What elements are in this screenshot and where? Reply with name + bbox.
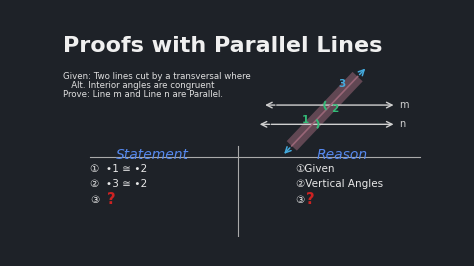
Text: Prove: Line m and Line n are Parallel.: Prove: Line m and Line n are Parallel. (63, 90, 223, 99)
Text: Alt. Interior angles are congruent: Alt. Interior angles are congruent (63, 81, 215, 90)
Text: ②  ∙3 ≅ ∙2: ② ∙3 ≅ ∙2 (90, 179, 147, 189)
Text: Proofs with Parallel Lines: Proofs with Parallel Lines (63, 36, 383, 56)
Text: Reason: Reason (317, 148, 368, 162)
Text: 2: 2 (331, 104, 338, 114)
Text: ③: ③ (90, 195, 100, 205)
Text: ③: ③ (296, 195, 305, 205)
Text: 3: 3 (338, 79, 346, 89)
Text: 1: 1 (302, 115, 310, 126)
Text: ?: ? (107, 192, 116, 207)
Text: ②Vertical Angles: ②Vertical Angles (296, 179, 383, 189)
Text: ①Given: ①Given (296, 164, 335, 174)
Text: ?: ? (307, 192, 315, 207)
Text: m: m (399, 100, 408, 110)
Polygon shape (287, 72, 363, 151)
Text: n: n (399, 119, 405, 129)
Text: Statement: Statement (116, 148, 189, 162)
Text: Given: Two lines cut by a transversal where: Given: Two lines cut by a transversal wh… (63, 72, 251, 81)
Text: ①  ∙1 ≅ ∙2: ① ∙1 ≅ ∙2 (90, 164, 147, 174)
